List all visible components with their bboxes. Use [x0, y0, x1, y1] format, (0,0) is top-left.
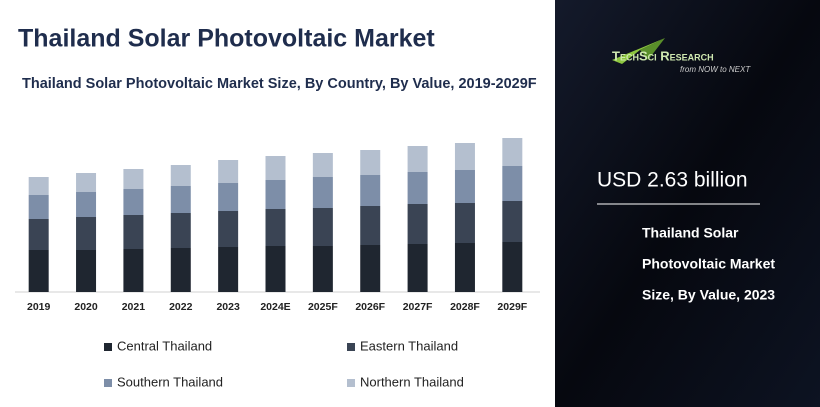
- bar-segment: [360, 150, 381, 175]
- legend-label: Northern Thailand: [360, 374, 464, 389]
- bar-segment: [454, 170, 475, 203]
- bar-segment: [265, 156, 286, 180]
- legend-label: Central Thailand: [117, 338, 212, 353]
- x-tick-label: 2028F: [450, 301, 480, 313]
- caption-line: Thailand Solar: [642, 225, 739, 241]
- bar-segment: [265, 246, 286, 292]
- bar-segment: [170, 248, 191, 292]
- legend-swatch: [347, 343, 355, 351]
- logo-mark: [640, 38, 665, 60]
- bar-segment: [502, 138, 523, 166]
- legend-swatch: [104, 343, 112, 351]
- chart-title: Thailand Solar Photovoltaic Market Size,…: [22, 76, 537, 92]
- legend-swatch: [347, 379, 355, 387]
- bar-segment: [312, 177, 333, 208]
- bar-segment: [218, 183, 239, 211]
- legend-label: Eastern Thailand: [360, 338, 458, 353]
- bar-segment: [407, 244, 428, 292]
- bar-segment: [170, 186, 191, 213]
- bar-segment: [407, 204, 428, 244]
- bar-segment: [123, 189, 144, 215]
- bar-segment: [218, 211, 239, 247]
- page-title: Thailand Solar Photovoltaic Market: [18, 25, 435, 53]
- caption-line: Photovoltaic Market: [642, 256, 775, 272]
- bar-segment: [28, 195, 49, 219]
- bar-segment: [312, 246, 333, 292]
- highlight-value: USD 2.63 billion: [597, 169, 748, 192]
- bar-segment: [170, 165, 191, 186]
- bar-segment: [454, 143, 475, 170]
- bar-segment: [76, 250, 97, 292]
- bar-segment: [170, 213, 191, 248]
- bar-segment: [123, 169, 144, 189]
- x-tick-label: 2021: [122, 301, 146, 313]
- bar-segment: [28, 250, 49, 292]
- bar-segment: [407, 146, 428, 172]
- bar-segment: [502, 242, 523, 292]
- bar-segment: [360, 175, 381, 206]
- x-tick-label: 2024E: [260, 301, 290, 313]
- bar-segment: [123, 249, 144, 292]
- bar-segment: [502, 166, 523, 201]
- x-tick-label: 2020: [74, 301, 98, 313]
- x-tick-label: 2025F: [308, 301, 338, 313]
- bar-segment: [218, 247, 239, 292]
- bar-segment: [76, 217, 97, 250]
- x-tick-label: 2022: [169, 301, 193, 313]
- legend-swatch: [104, 379, 112, 387]
- bar-segment: [28, 219, 49, 250]
- bar-segment: [454, 243, 475, 292]
- x-tick-label: 2027F: [403, 301, 433, 313]
- legend-label: Southern Thailand: [117, 374, 223, 389]
- x-tick-label: 2023: [216, 301, 240, 313]
- bar-segment: [218, 160, 239, 183]
- bar-segment: [360, 206, 381, 245]
- bar-segment: [312, 208, 333, 246]
- x-tick-label: 2029F: [497, 301, 527, 313]
- bar-segment: [360, 245, 381, 292]
- bar-segment: [76, 173, 97, 192]
- bar-segment: [123, 215, 144, 249]
- bar-segment: [407, 172, 428, 204]
- bar-segment: [454, 203, 475, 243]
- x-tick-label: 2026F: [355, 301, 385, 313]
- logo-mark: [612, 38, 665, 64]
- bar-segment: [265, 180, 286, 209]
- x-tick-label: 2019: [27, 301, 51, 313]
- caption-line: Size, By Value, 2023: [642, 287, 775, 303]
- bar-segment: [312, 153, 333, 177]
- bar-segment: [76, 192, 97, 217]
- logo-tagline: from NOW to NEXT: [680, 65, 751, 74]
- bar-segment: [28, 177, 49, 195]
- logo-text: TechSci Research: [612, 48, 714, 63]
- bar-segment: [265, 209, 286, 246]
- bar-segment: [502, 201, 523, 242]
